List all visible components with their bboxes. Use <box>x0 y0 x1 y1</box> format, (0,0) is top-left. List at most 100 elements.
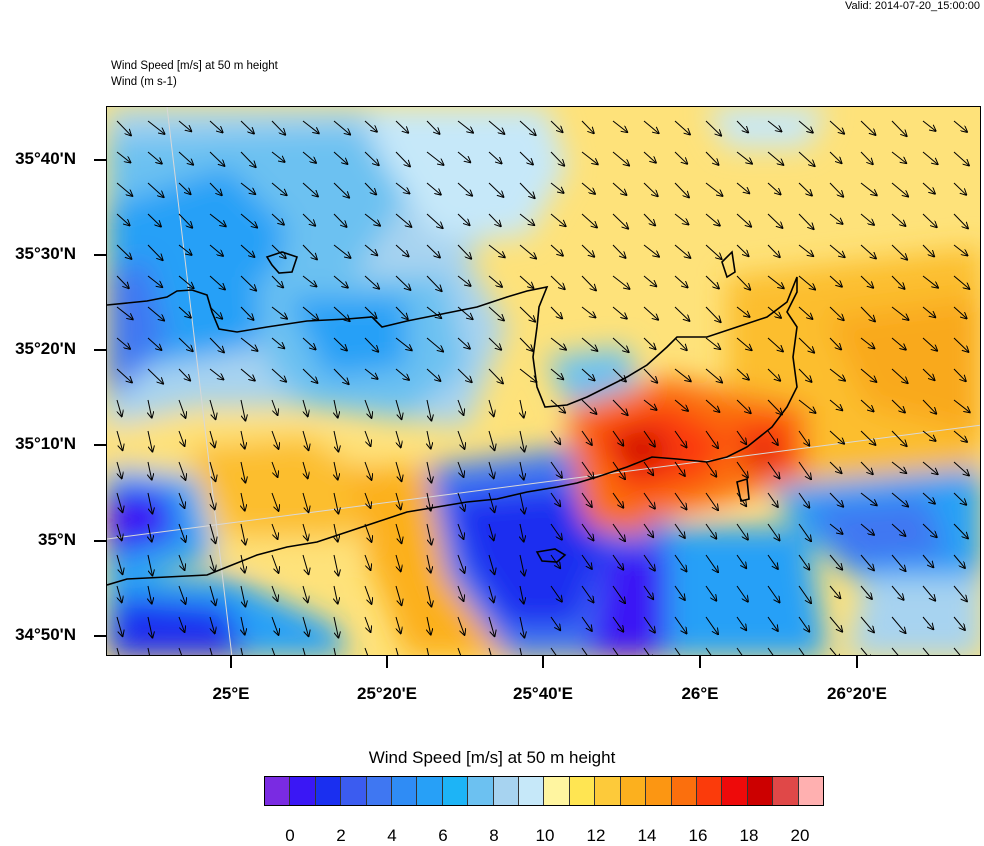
wind-arrow <box>209 368 223 380</box>
wind-arrow <box>550 337 566 350</box>
wind-arrow <box>705 523 716 539</box>
wind-arrow <box>550 554 560 568</box>
wind-arrow <box>550 120 563 132</box>
lon-label: 25°40'E <box>513 684 573 703</box>
wind-arrow <box>612 368 626 382</box>
wind-arrow <box>148 399 152 418</box>
wind-speed-field <box>107 107 980 655</box>
lon-label: 25°20'E <box>357 684 417 703</box>
wind-arrow <box>302 306 318 320</box>
wind-arrow <box>116 120 131 135</box>
wind-arrow <box>581 585 594 602</box>
wind-arrow <box>426 523 431 545</box>
wind-arrow <box>147 151 162 164</box>
wind-arrow <box>705 585 716 601</box>
wind-arrow <box>550 461 562 478</box>
wind-arrow <box>148 523 152 542</box>
wind-arrow <box>302 337 316 349</box>
wind-arrow <box>147 647 150 655</box>
wind-arrow <box>302 213 315 226</box>
wind-arrow <box>519 244 536 259</box>
wind-arrow <box>705 492 718 510</box>
wind-arrow <box>426 275 442 291</box>
wind-arrow <box>364 275 379 289</box>
wind-arrow <box>922 647 930 655</box>
wind-arrow <box>271 306 287 319</box>
wind-arrow <box>674 120 690 134</box>
wind-arrow <box>241 430 245 449</box>
wind-arrow <box>736 430 746 444</box>
wind-arrow <box>922 306 935 317</box>
wind-arrow <box>209 337 224 352</box>
wind-arrow <box>178 213 192 228</box>
wind-arrow <box>178 151 193 165</box>
wind-arrow <box>333 368 349 384</box>
wind-arrow <box>736 151 752 164</box>
wind-arrow <box>736 492 746 506</box>
wind-arrow <box>395 337 412 350</box>
wind-arrow <box>736 182 749 193</box>
wind-arrow <box>643 244 659 257</box>
wind-arrow <box>860 461 873 474</box>
wind-arrow <box>426 151 444 165</box>
wind-arrow <box>705 399 719 412</box>
wind-arrow <box>302 368 317 383</box>
wind-arrow <box>334 585 338 604</box>
lon-label: 26°20'E <box>827 684 887 703</box>
wind-arrow <box>891 399 905 413</box>
wind-arrow <box>519 213 534 225</box>
wind-arrow <box>520 399 524 418</box>
wind-arrow <box>148 585 152 604</box>
wind-arrow <box>209 306 222 319</box>
colorbar-label: 16 <box>688 826 708 845</box>
wind-arrow <box>209 461 216 481</box>
wind-arrow <box>643 306 658 320</box>
wind-arrow <box>767 554 778 569</box>
wind-arrow <box>271 492 279 511</box>
wind-arrow <box>953 213 968 228</box>
wind-arrow <box>891 213 905 226</box>
wind-arrow <box>116 275 129 288</box>
wind-arrow <box>705 306 721 322</box>
wind-arrow <box>798 430 809 446</box>
wind-arrow <box>271 585 278 601</box>
wind-arrow <box>271 430 279 449</box>
wind-arrow <box>426 120 440 134</box>
wind-arrow <box>891 306 909 320</box>
wind-arrow <box>674 616 687 633</box>
wind-arrow <box>767 182 781 194</box>
wind-arrow <box>922 430 936 441</box>
wind-arrow <box>829 585 840 598</box>
wind-arrow <box>457 616 465 635</box>
wind-arrow <box>488 585 494 602</box>
wind-arrow <box>302 151 316 163</box>
lon-tick <box>542 656 544 668</box>
wind-arrow <box>891 275 905 289</box>
wind-arrow <box>922 275 938 288</box>
wind-arrow <box>860 554 874 570</box>
wind-arrow <box>271 182 287 195</box>
colorbar-swatch <box>620 777 647 805</box>
wind-arrow <box>550 616 560 630</box>
wind-arrow <box>860 244 876 258</box>
wind-arrow <box>860 399 874 411</box>
wind-arrow <box>829 120 844 134</box>
wind-arrow <box>395 585 402 605</box>
colorbar-swatch <box>417 777 443 805</box>
wind-arrow <box>488 523 494 540</box>
wind-arrow <box>240 120 254 134</box>
wind-arrow <box>519 306 535 322</box>
wind-arrow <box>488 461 494 478</box>
wind-arrow <box>674 337 687 350</box>
wind-arrow <box>798 647 805 655</box>
wind-arrow <box>953 492 966 505</box>
wind-arrow <box>209 399 216 419</box>
wind-arrow <box>581 213 597 227</box>
wind-arrow <box>178 182 191 194</box>
wind-arrow <box>116 306 133 319</box>
wind-arrow <box>271 275 283 288</box>
wind-arrow <box>581 337 597 351</box>
lon-tick <box>230 656 232 668</box>
wind-arrow <box>395 306 408 319</box>
wind-arrow <box>550 523 562 540</box>
